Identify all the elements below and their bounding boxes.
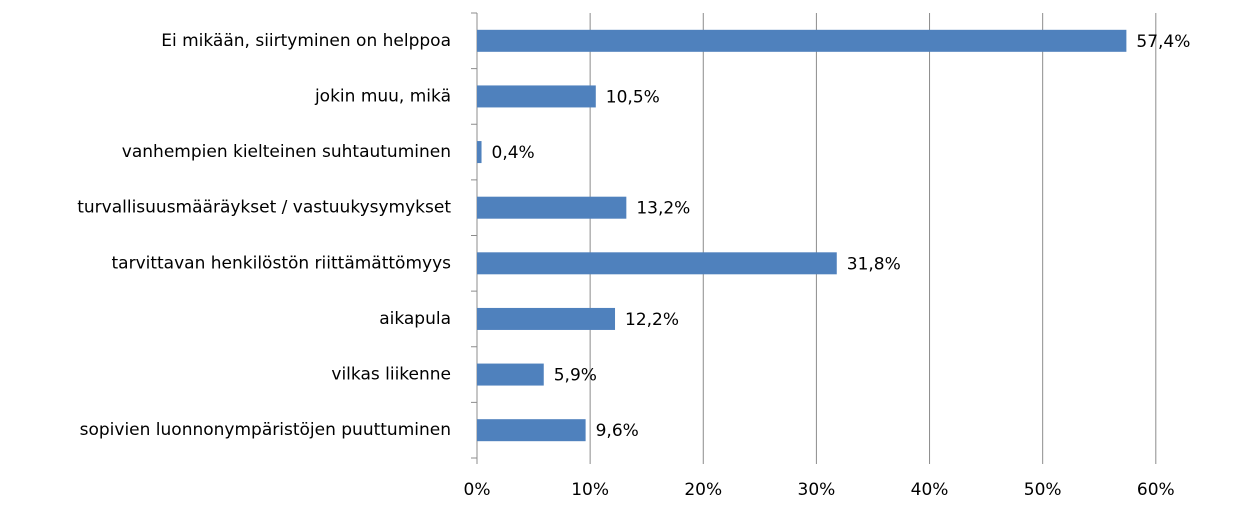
x-tick-label: 50% <box>1024 480 1062 500</box>
y-tick-label: Ei mikään, siirtyminen on helppoa <box>161 31 451 51</box>
y-tick-label: sopivien luonnonympäristöjen puuttuminen <box>80 420 451 440</box>
x-tick-label: 60% <box>1137 480 1175 500</box>
bar <box>477 363 544 386</box>
y-tick-label: jokin muu, mikä <box>314 86 451 106</box>
x-tick-label: 40% <box>911 480 949 500</box>
bar <box>477 419 586 442</box>
x-tick-label: 10% <box>571 480 609 500</box>
y-tick-label: vanhempien kielteinen suhtautuminen <box>122 142 451 162</box>
y-tick-label: turvallisuusmääräykset / vastuukysymykse… <box>77 198 451 218</box>
data-label: 12,2% <box>625 310 679 330</box>
bar <box>477 85 596 108</box>
y-tick-label: vilkas liikenne <box>331 365 451 385</box>
bar <box>477 307 616 330</box>
y-tick-label: tarvittavan henkilöstön riittämättömyys <box>112 253 452 273</box>
data-label: 0,4% <box>492 143 535 163</box>
x-tick-label: 30% <box>798 480 836 500</box>
y-tick-label: aikapula <box>379 309 451 329</box>
data-label: 13,2% <box>636 199 690 219</box>
bar <box>477 252 837 275</box>
bar <box>477 141 482 164</box>
data-label: 9,6% <box>596 421 639 441</box>
data-label: 57,4% <box>1136 32 1190 52</box>
x-tick-label: 20% <box>684 480 722 500</box>
x-tick-label: 0% <box>464 480 491 500</box>
data-label: 31,8% <box>847 254 901 274</box>
bar <box>477 29 1127 52</box>
bar <box>477 196 627 219</box>
data-label: 10,5% <box>606 87 660 107</box>
data-label: 5,9% <box>554 366 597 386</box>
